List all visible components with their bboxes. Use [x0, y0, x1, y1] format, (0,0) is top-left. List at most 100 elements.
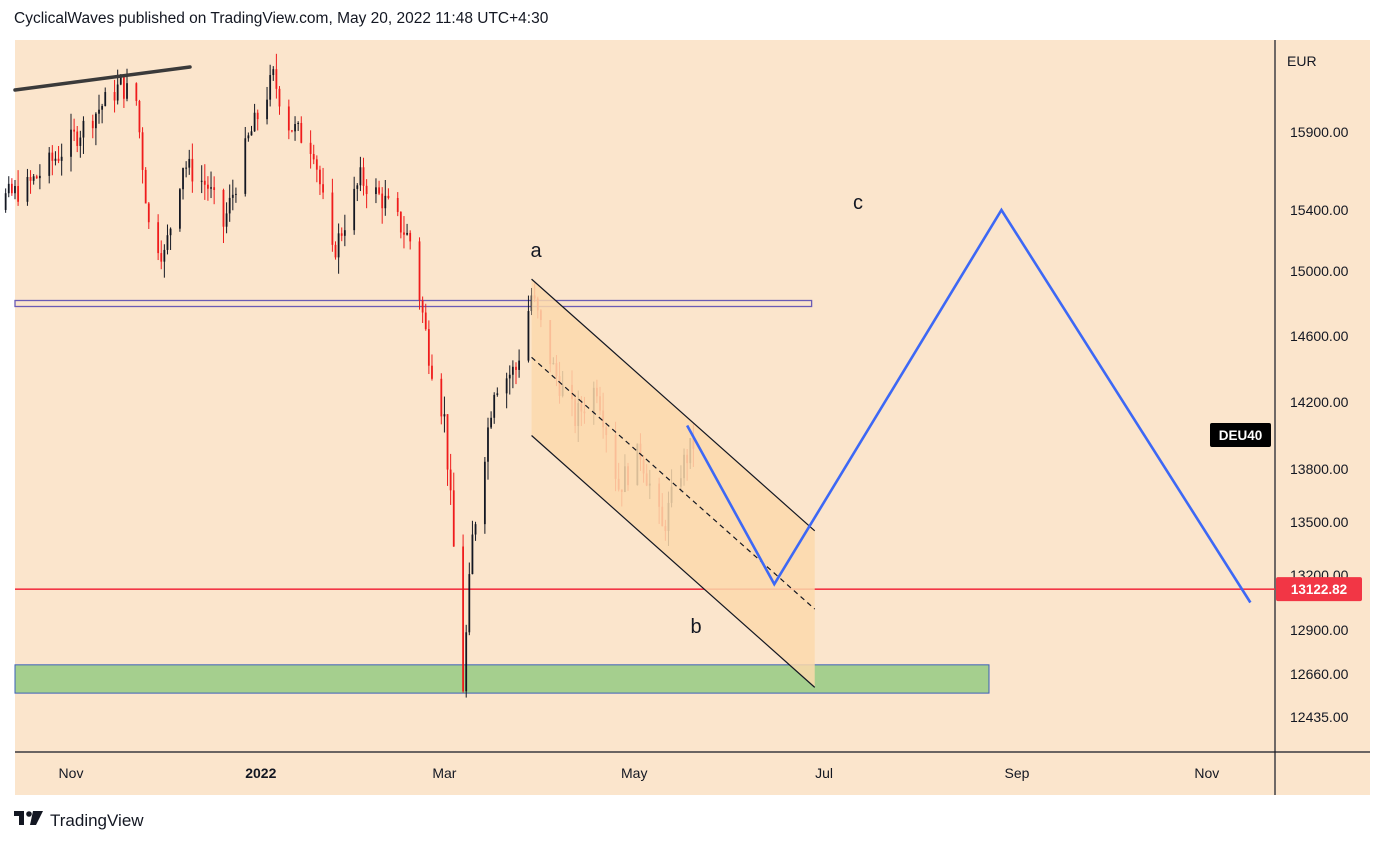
candle-body: [104, 92, 107, 107]
candle-body: [256, 112, 259, 120]
candle-body: [337, 233, 340, 258]
x-tick-label: Mar: [432, 765, 456, 781]
candle-body: [452, 490, 455, 547]
candle-body: [169, 228, 172, 236]
candle-body: [353, 188, 356, 231]
candle-body: [91, 120, 94, 129]
candle-body: [182, 168, 184, 190]
candle-body: [17, 186, 19, 202]
candle-body: [247, 135, 250, 139]
candle-body: [266, 99, 268, 120]
candle-body: [235, 193, 237, 195]
candle-body: [119, 76, 122, 85]
candle-body: [396, 197, 399, 212]
candle-body: [225, 213, 228, 227]
candle-body: [29, 177, 32, 181]
drawings: a b c: [13, 65, 1252, 688]
y-tick-label: 13500.00: [1290, 514, 1349, 530]
y-tick-label: 14200.00: [1290, 394, 1349, 410]
candle-body: [51, 152, 54, 161]
candle-body: [365, 185, 368, 195]
candle-body: [362, 167, 365, 186]
candle-body: [356, 185, 359, 189]
candle-body: [79, 137, 82, 146]
candle-body: [343, 230, 346, 236]
candle-body: [250, 131, 253, 136]
y-tick-label: 12660.00: [1290, 666, 1349, 682]
candle-body: [322, 184, 324, 193]
candle-body: [54, 158, 57, 161]
candle-body: [157, 222, 160, 254]
candle-body: [160, 253, 163, 262]
candle-body: [116, 84, 119, 101]
candle-body: [32, 176, 35, 181]
candle-body: [443, 414, 446, 417]
last-price-box: [1276, 577, 1362, 602]
x-tick-label: Nov: [59, 765, 84, 781]
candle-body: [10, 183, 13, 194]
candle-body: [48, 152, 51, 176]
candle-body: [269, 75, 272, 100]
candle-body: [309, 142, 312, 154]
candle-body: [123, 76, 125, 99]
candle-body: [73, 129, 76, 132]
candle-body: [14, 186, 16, 194]
currency-label: EUR: [1287, 53, 1317, 69]
candle-body: [76, 131, 79, 146]
candle-body: [228, 197, 231, 214]
candle-body: [487, 427, 489, 462]
channel-median-line: [531, 356, 816, 610]
candle-body: [375, 187, 377, 195]
candle-body: [474, 524, 477, 535]
trend-line: [13, 65, 192, 92]
resistance-band: [14, 299, 813, 308]
candle-body: [431, 365, 433, 379]
candle-body: [440, 378, 443, 417]
candle-body: [384, 195, 387, 209]
candle-body: [60, 156, 63, 161]
symbol-tag-box: [1210, 423, 1271, 447]
candle-body: [378, 187, 380, 194]
candle-body: [446, 414, 449, 470]
candle-body: [300, 122, 303, 143]
symbol-tag-text: DEU40: [1219, 428, 1263, 443]
candle-body: [101, 106, 104, 110]
wave-label-a: a: [530, 240, 542, 262]
candle-body: [278, 88, 281, 107]
candle-body: [70, 129, 72, 157]
candle-body: [421, 300, 424, 313]
x-tick-label: Nov: [1194, 765, 1219, 781]
candle-body: [253, 112, 256, 132]
candle-body: [179, 189, 181, 229]
x-tick-label: May: [621, 765, 647, 781]
candle-body: [82, 120, 85, 138]
candle-body: [126, 83, 128, 99]
y-tick-label: 15900.00: [1290, 124, 1349, 140]
y-tick-label: 15400.00: [1290, 202, 1349, 218]
candle-body: [449, 469, 452, 491]
y-tick-label: 12435.00: [1290, 709, 1349, 725]
x-tick-label: 2022: [245, 765, 276, 781]
candle-body: [381, 193, 384, 209]
candle-body: [403, 232, 405, 235]
candle-body: [188, 158, 191, 168]
candle-body: [331, 192, 334, 245]
axes: EUR 15900.00 15400.00 15000.00 14600.00 14200…: [59, 53, 1362, 781]
candle-body: [409, 232, 412, 242]
candle-body: [334, 244, 337, 258]
candle-body: [294, 124, 296, 132]
x-tick-label: Sep: [1005, 765, 1030, 781]
candle-body: [471, 534, 474, 575]
candle-body: [319, 169, 321, 185]
candle-body: [418, 241, 421, 301]
candle-body: [138, 100, 141, 133]
candle-body: [505, 378, 508, 394]
candle-body: [38, 175, 41, 179]
candle-body: [144, 169, 147, 204]
candle-body: [515, 366, 517, 370]
channel-upper-line: [531, 278, 816, 532]
candle-body: [191, 158, 194, 182]
candle-body: [207, 184, 209, 189]
demand-zone: [14, 664, 990, 694]
